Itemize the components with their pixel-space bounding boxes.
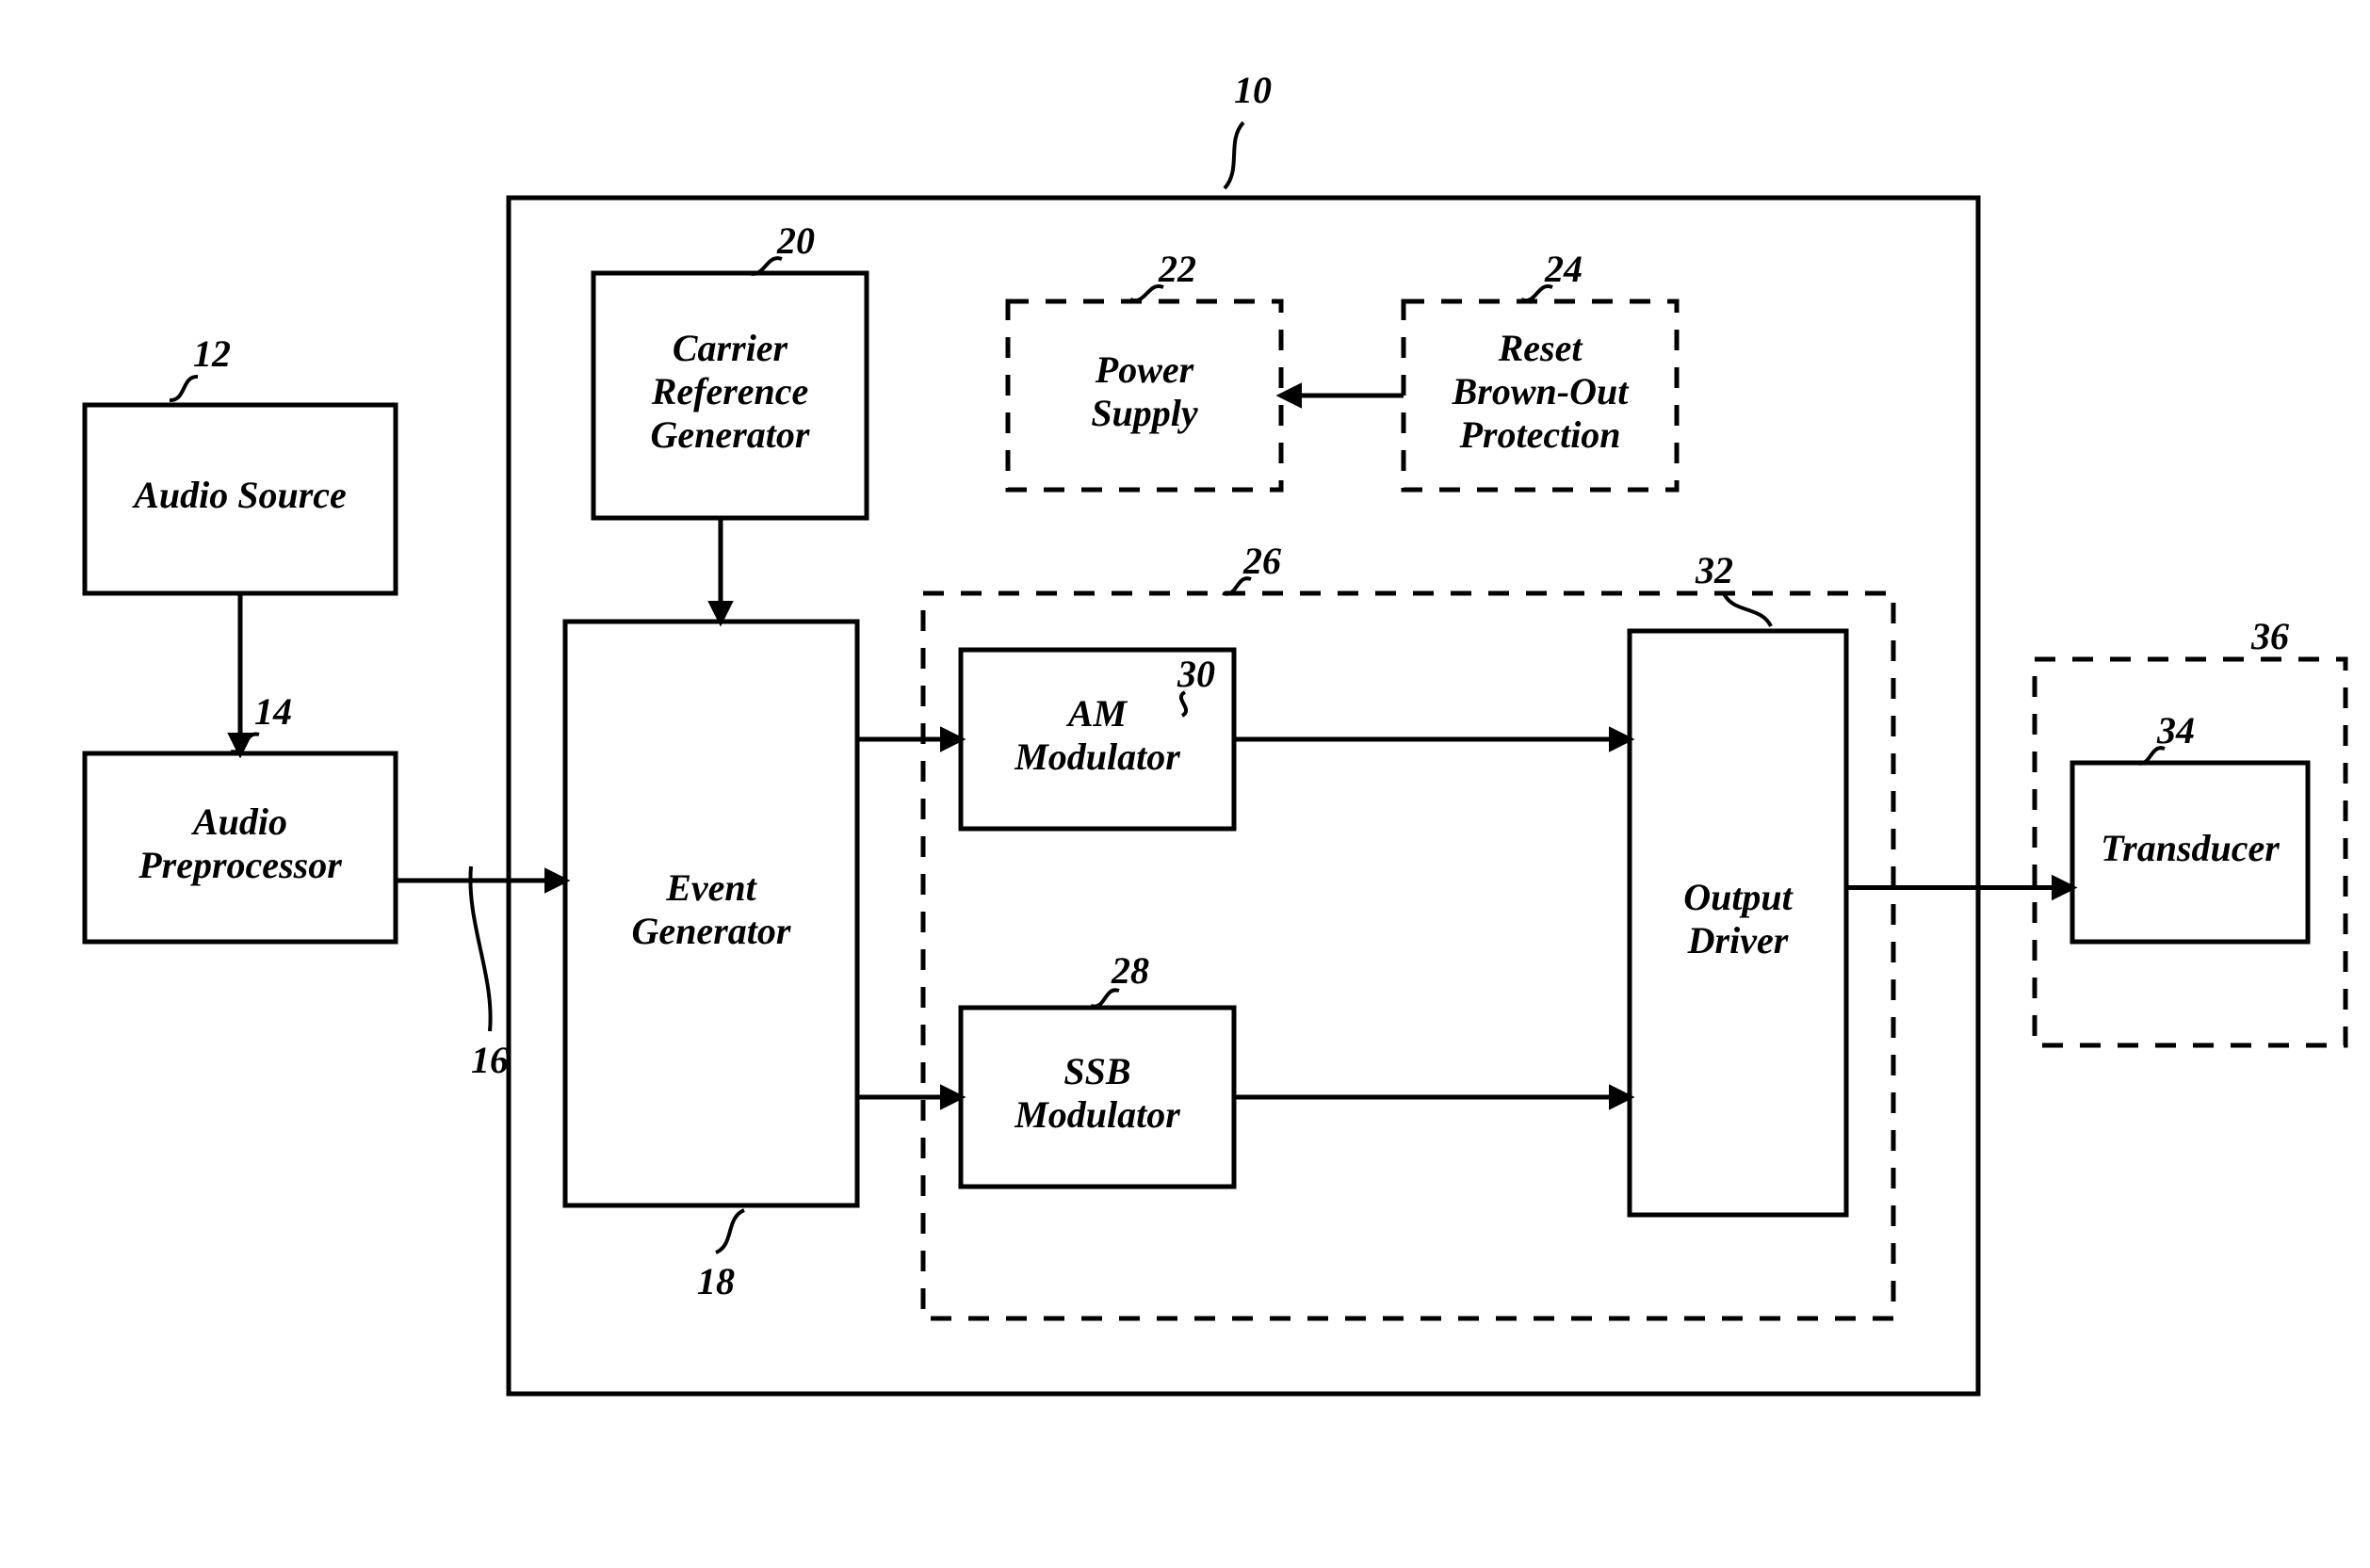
ref-label-22: 22: [1158, 248, 1196, 290]
carrierRef-label-1: Reference: [651, 370, 809, 412]
ref-label-28: 28: [1111, 949, 1149, 992]
audioPrep-label-1: Preprocessor: [138, 844, 342, 886]
ref-label-26: 26: [1242, 540, 1281, 582]
outputDrv-label-0: Output: [1683, 876, 1794, 918]
ref-leader-32: [1724, 593, 1771, 626]
carrierRef-label-0: Carrier: [673, 327, 788, 369]
ref-label-18: 18: [697, 1260, 735, 1302]
transducer-label-0: Transducer: [2101, 827, 2280, 869]
ref-label-20: 20: [776, 219, 815, 262]
audioSource-label-0: Audio Source: [131, 474, 347, 516]
amMod-label-1: Modulator: [1014, 736, 1180, 778]
ref-leader-28: [1091, 990, 1119, 1006]
ref-leader-18: [716, 1210, 744, 1253]
resetBrown-label-1: Brown-Out: [1452, 370, 1631, 412]
ref-label-16: 16: [471, 1039, 509, 1081]
ref-label-36: 36: [2250, 615, 2289, 657]
ref-leader-12: [170, 377, 198, 400]
resetBrown-label-2: Protection: [1458, 413, 1620, 456]
ref-leader-16: [470, 866, 490, 1031]
powerSupply-label-1: Supply: [1091, 392, 1198, 434]
resetBrown-label-0: Reset: [1498, 327, 1584, 369]
audioPrep-label-0: Audio: [190, 800, 287, 843]
ref-label-10: 10: [1234, 69, 1272, 111]
ssbMod-label-1: Modulator: [1014, 1093, 1180, 1136]
powerSupply-label-0: Power: [1095, 348, 1194, 391]
ref-label-12: 12: [193, 332, 231, 375]
carrierRef-label-2: Generator: [651, 413, 810, 456]
ref-label-32: 32: [1695, 549, 1733, 591]
ref-leader-30: [1181, 692, 1186, 716]
ssbMod-label-0: SSB: [1063, 1050, 1130, 1092]
outputDrv-label-1: Driver: [1687, 919, 1789, 962]
amMod-label-0: AM: [1065, 692, 1128, 735]
ref-label-30: 30: [1177, 653, 1215, 695]
ref-label-24: 24: [1544, 248, 1583, 290]
eventGen-label-1: Generator: [632, 910, 791, 952]
ref-leader-14: [231, 735, 259, 752]
ref-label-34: 34: [2156, 709, 2195, 752]
ref-label-14: 14: [254, 690, 292, 733]
eventGen-label-0: Event: [665, 866, 757, 909]
ref-leader-10: [1225, 122, 1243, 188]
